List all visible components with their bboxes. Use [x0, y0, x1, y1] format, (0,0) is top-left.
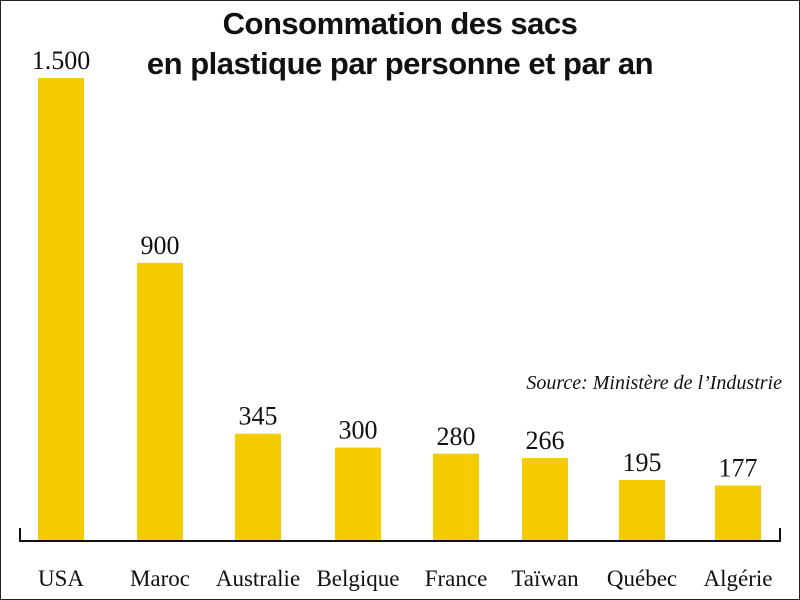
category-label: Algérie: [704, 566, 773, 591]
bar-maroc: [137, 262, 183, 540]
chart-title: Consommation des sacs en plastique par p…: [0, 4, 800, 84]
bar-québec: [619, 479, 665, 540]
chart-title-line-1: Consommation des sacs: [222, 6, 578, 41]
category-label: Australie: [216, 566, 300, 591]
category-label: Taïwan: [511, 566, 579, 591]
category-label: Maroc: [130, 566, 190, 591]
value-label: 280: [437, 422, 476, 451]
bar-algérie: [715, 485, 761, 540]
chart-title-line-2: en plastique par personne et par an: [146, 46, 654, 81]
value-label: 900: [141, 231, 180, 260]
category-label: France: [425, 566, 488, 591]
value-label: 177: [719, 453, 758, 482]
bar-australie: [235, 433, 281, 540]
category-label: Belgique: [316, 566, 399, 591]
category-label: USA: [38, 566, 84, 591]
value-label: 266: [526, 426, 565, 455]
value-label: 1.500: [32, 46, 91, 75]
value-label: 195: [623, 448, 662, 477]
x-axis-line: [19, 528, 781, 542]
bar-usa: [38, 78, 84, 540]
category-label: Québec: [607, 566, 677, 591]
bar-taïwan: [522, 458, 568, 540]
bar-france: [433, 453, 479, 540]
value-label: 300: [339, 416, 378, 445]
bar-belgique: [335, 447, 381, 540]
chart-source: Source: Ministère de l’Industrie: [526, 372, 782, 394]
value-label: 345: [239, 402, 278, 431]
